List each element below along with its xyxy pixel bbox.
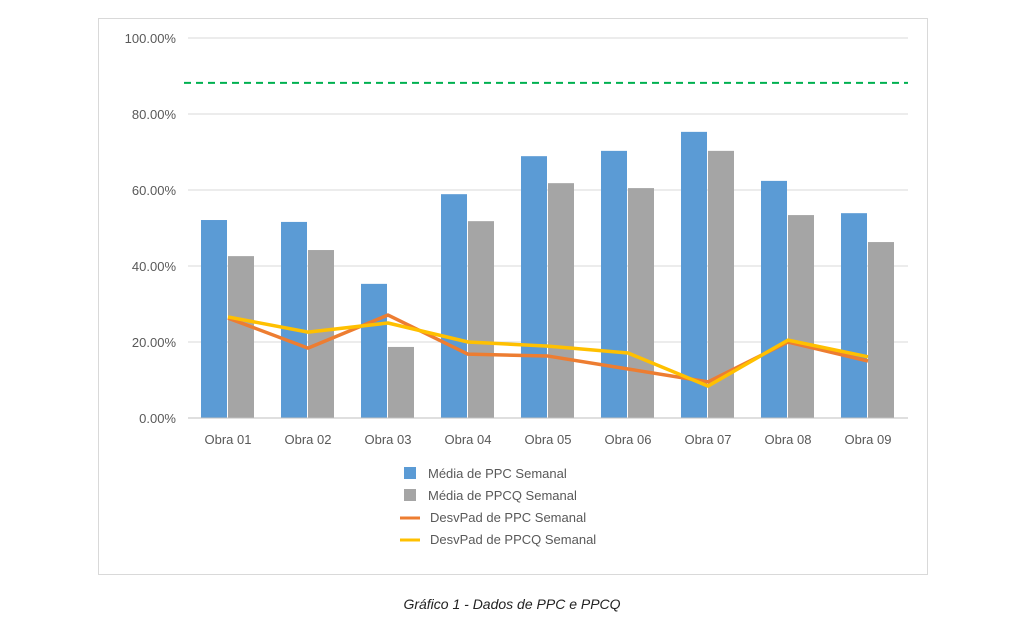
bar-ppcq xyxy=(388,346,414,418)
x-tick-label: Obra 06 xyxy=(605,432,652,447)
x-tick-label: Obra 01 xyxy=(205,432,252,447)
legend-swatch xyxy=(404,467,416,479)
legend-swatch xyxy=(404,489,416,501)
chart-frame xyxy=(98,18,928,575)
x-tick-label: Obra 03 xyxy=(365,432,412,447)
legend-label: DesvPad de PPC Semanal xyxy=(430,510,586,525)
bar-ppcq xyxy=(228,256,254,418)
x-tick-label: Obra 05 xyxy=(525,432,572,447)
bar-ppc xyxy=(601,150,627,419)
y-tick-label: 20.00% xyxy=(132,335,177,350)
y-tick-label: 80.00% xyxy=(132,107,177,122)
y-tick-label: 60.00% xyxy=(132,183,177,198)
bar-ppcq xyxy=(868,242,894,418)
x-tick-label: Obra 09 xyxy=(845,432,892,447)
y-tick-label: 100.00% xyxy=(125,31,177,46)
bar-ppcq xyxy=(548,183,574,418)
x-tick-label: Obra 04 xyxy=(445,432,492,447)
x-tick-label: Obra 02 xyxy=(285,432,332,447)
x-tick-label: Obra 07 xyxy=(685,432,732,447)
chart-caption: Gráfico 1 - Dados de PPC e PPCQ xyxy=(403,596,621,612)
bar-ppc xyxy=(201,220,227,418)
bar-ppcq xyxy=(788,215,814,418)
legend-label: Média de PPCQ Semanal xyxy=(428,488,577,503)
bar-ppc xyxy=(681,131,707,419)
legend-label: Média de PPC Semanal xyxy=(428,466,567,481)
bar-ppcq xyxy=(628,188,654,418)
y-tick-label: 40.00% xyxy=(132,259,177,274)
y-tick-label: 0.00% xyxy=(139,411,176,426)
bar-ppcq xyxy=(468,221,494,418)
bar-ppc xyxy=(361,283,387,418)
bar-ppc xyxy=(521,156,547,418)
bar-ppc xyxy=(441,194,467,418)
bar-ppcq xyxy=(308,250,334,418)
bar-ppc xyxy=(841,213,867,418)
bar-ppc xyxy=(281,221,307,418)
x-tick-label: Obra 08 xyxy=(765,432,812,447)
bar-ppc xyxy=(761,180,787,418)
legend-label: DesvPad de PPCQ Semanal xyxy=(430,532,596,547)
line-desvpad-ppcq xyxy=(227,315,869,388)
